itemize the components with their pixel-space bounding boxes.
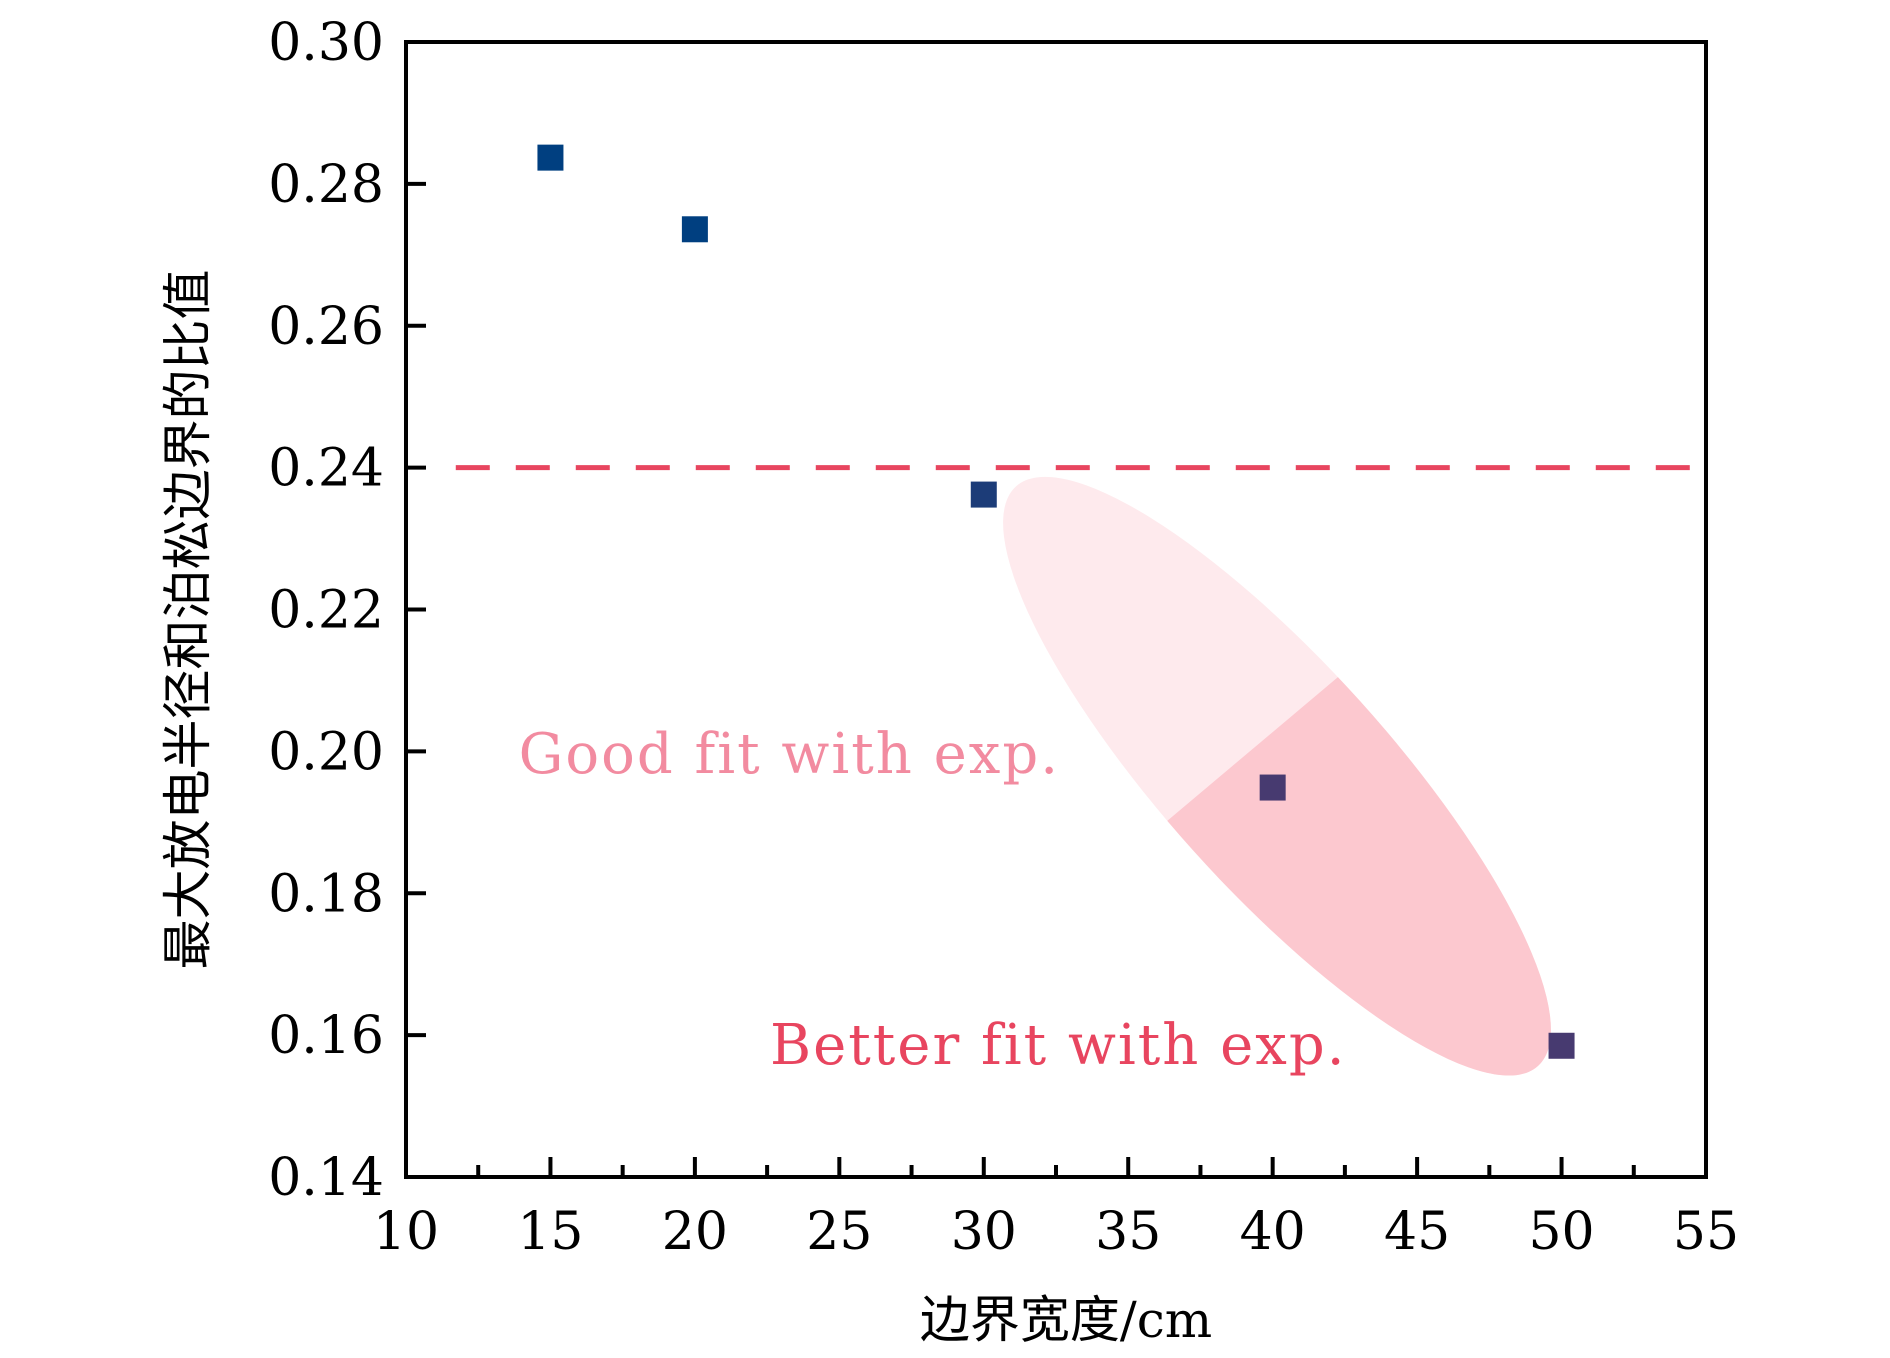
data-point-3 <box>1259 774 1286 801</box>
x-tick-label: 35 <box>1095 1202 1161 1262</box>
x-tick-label: 20 <box>662 1202 728 1262</box>
y-axis-ticks: 0.14 0.16 0.18 0.20 0.22 0.24 0.26 0.28 0.30 <box>268 13 426 1208</box>
x-tick-label: 15 <box>517 1202 583 1262</box>
x-tick-label: 10 <box>373 1202 439 1262</box>
x-tick-label: 25 <box>806 1202 872 1262</box>
data-point-0 <box>537 144 564 171</box>
x-axis-ticks: 10 15 20 25 30 35 40 45 50 55 <box>373 1157 1739 1262</box>
y-tick-label: 0.26 <box>268 297 384 357</box>
y-tick-label: 0.24 <box>268 439 384 499</box>
x-tick-label: 30 <box>951 1202 1017 1262</box>
x-axis-title: 边界宽度/cm <box>920 1291 1212 1349</box>
x-tick-label: 50 <box>1528 1202 1594 1262</box>
data-point-1 <box>681 216 708 243</box>
y-tick-label: 0.22 <box>268 581 384 641</box>
y-tick-label: 0.30 <box>268 13 384 73</box>
annotation-good-fit: Good fit with exp. <box>519 722 1060 787</box>
y-tick-label: 0.18 <box>268 864 384 924</box>
y-tick-label: 0.28 <box>268 155 384 215</box>
x-tick-label: 45 <box>1384 1202 1450 1262</box>
annotation-better-fit: Better fit with exp. <box>770 1013 1347 1078</box>
annotations: Good fit with exp. Better fit with exp. <box>519 722 1347 1078</box>
better-fit-region <box>1154 672 1622 1141</box>
data-point-4 <box>1548 1032 1575 1059</box>
y-axis-title: 最大放电半径和泊松边界的比值 <box>159 270 217 970</box>
y-tick-label: 0.14 <box>268 1148 384 1208</box>
x-tick-label: 40 <box>1240 1202 1306 1262</box>
y-tick-label: 0.20 <box>268 722 384 782</box>
y-tick-label: 0.16 <box>268 1006 384 1066</box>
data-point-2 <box>970 481 997 508</box>
x-tick-label: 55 <box>1673 1202 1739 1262</box>
data-points <box>537 144 1575 1059</box>
